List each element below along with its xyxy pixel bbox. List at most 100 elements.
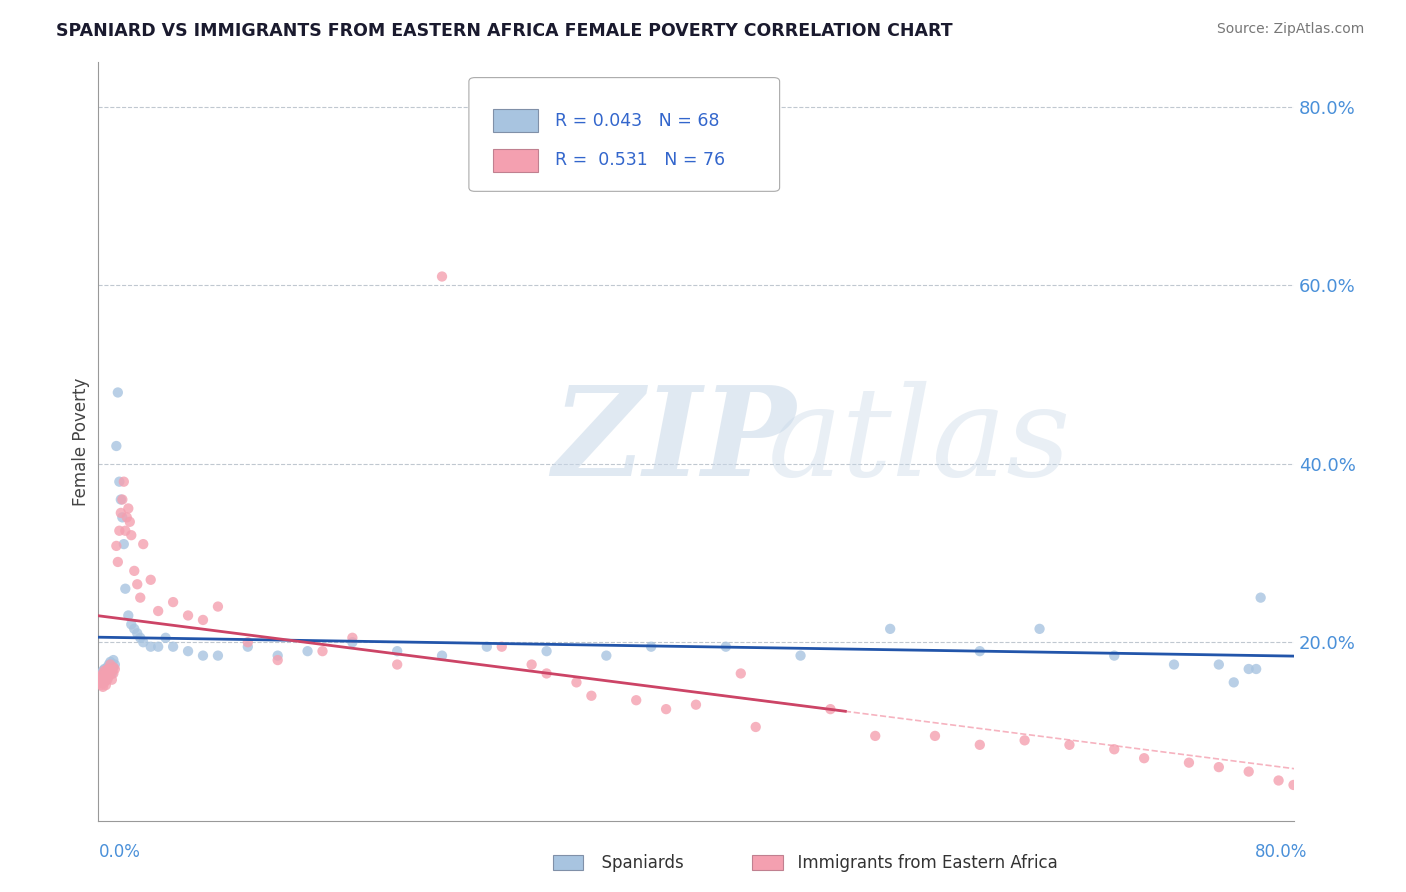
Point (94, 673, 117, 687)
Point (1208, 760, 1230, 774)
Text: R =  0.531   N = 76: R = 0.531 N = 76 (555, 152, 725, 169)
Point (820, 702, 842, 716)
Point (1250, 591, 1272, 605)
Text: Source: ZipAtlas.com: Source: ZipAtlas.com (1216, 22, 1364, 37)
Text: ZIP: ZIP (553, 381, 796, 502)
Point (120, 528, 142, 542)
Point (89, 675, 111, 690)
Point (94, 673, 117, 687)
Point (236, 640, 259, 654)
Text: atlas: atlas (768, 381, 1071, 502)
Point (267, 648, 290, 663)
Point (311, 644, 333, 658)
Point (129, 631, 152, 645)
Point (1223, 675, 1246, 690)
Point (1178, 756, 1201, 770)
Point (90, 669, 112, 683)
Point (108, 524, 131, 538)
Point (685, 698, 707, 712)
Point (117, 608, 139, 623)
Point (1059, 738, 1081, 752)
Point (1267, 773, 1289, 788)
Point (96, 666, 118, 681)
Point (191, 613, 214, 627)
Point (96, 671, 118, 685)
Point (127, 577, 149, 591)
Point (96, 673, 118, 687)
Point (104, 662, 127, 676)
Point (105, 539, 128, 553)
Point (191, 648, 214, 663)
Point (297, 644, 319, 658)
Point (730, 666, 752, 681)
Point (107, 555, 129, 569)
Point (93, 664, 115, 678)
Point (385, 644, 409, 658)
Point (93, 675, 115, 690)
Point (162, 595, 184, 609)
Point (111, 510, 134, 524)
Point (1028, 622, 1050, 636)
Point (98, 666, 122, 681)
Point (124, 622, 146, 636)
FancyBboxPatch shape (494, 110, 538, 132)
Point (101, 673, 124, 687)
Point (865, 729, 887, 743)
Point (103, 660, 125, 674)
Point (148, 604, 170, 618)
Point (969, 738, 991, 752)
Point (105, 439, 128, 453)
Point (97, 662, 120, 676)
Point (127, 626, 149, 640)
Point (89, 675, 111, 690)
Point (1133, 751, 1156, 765)
Point (789, 648, 811, 663)
FancyBboxPatch shape (553, 855, 583, 870)
Point (90, 666, 112, 681)
Point (139, 573, 162, 587)
Point (101, 657, 124, 672)
Y-axis label: Female Poverty: Female Poverty (72, 377, 90, 506)
Point (581, 689, 603, 703)
Point (148, 640, 170, 654)
Point (98, 657, 122, 672)
Point (207, 648, 229, 663)
Point (124, 564, 146, 578)
Point (177, 608, 200, 623)
Point (91, 680, 114, 694)
Point (103, 666, 125, 681)
Point (101, 666, 124, 681)
Point (97, 669, 120, 683)
Point (97, 664, 120, 678)
Point (101, 664, 124, 678)
Point (132, 537, 155, 551)
Point (90, 669, 112, 683)
Text: 0.0%: 0.0% (98, 843, 141, 861)
Point (139, 640, 162, 654)
Point (91, 671, 114, 685)
Point (207, 599, 229, 614)
Point (110, 506, 132, 520)
Point (626, 693, 648, 707)
Point (714, 640, 737, 654)
Point (103, 653, 125, 667)
FancyBboxPatch shape (470, 78, 780, 191)
Point (93, 669, 115, 683)
FancyBboxPatch shape (494, 149, 538, 171)
Point (91, 666, 114, 681)
Point (640, 640, 662, 654)
Point (162, 640, 184, 654)
Point (118, 515, 141, 529)
Point (385, 657, 409, 672)
Point (115, 510, 138, 524)
Point (491, 640, 513, 654)
Point (475, 640, 498, 654)
Point (112, 475, 135, 489)
Point (132, 635, 155, 649)
Point (93, 662, 115, 676)
Point (89, 671, 111, 685)
Point (94, 662, 117, 676)
Point (1244, 662, 1267, 676)
Point (90, 673, 112, 687)
Point (1014, 733, 1036, 747)
